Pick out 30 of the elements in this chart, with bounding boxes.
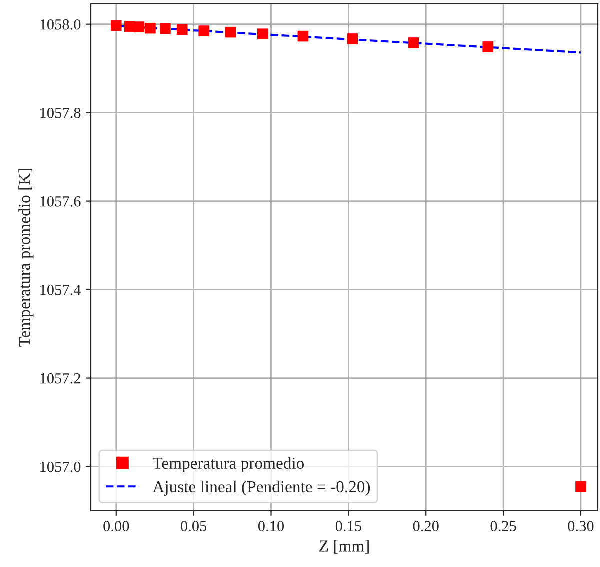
x-axis-title: Z [mm]	[320, 540, 369, 554]
y-tick-label: 1057.8	[40, 108, 81, 118]
point	[134, 22, 145, 32]
y-axis-title: Temperatura promedio [K]	[18, 169, 34, 347]
x-tick-label: 0.20	[413, 521, 439, 532]
x-tick-label: 0.05	[181, 521, 207, 532]
point	[176, 24, 188, 36]
y-tick-label: 1057.2	[40, 373, 80, 384]
point	[347, 34, 358, 44]
legend-label: Temperatura promedio	[152, 457, 304, 472]
y-tick-label: 1057.6	[40, 196, 81, 207]
y-tick-label: 1057.4	[40, 284, 82, 296]
x-tick-label: 0.00	[104, 521, 130, 532]
point	[408, 38, 420, 48]
point	[198, 26, 210, 36]
point	[482, 42, 494, 52]
x-tick-label: 0.15	[336, 521, 362, 532]
point	[258, 28, 268, 40]
point	[225, 26, 236, 38]
point	[576, 481, 586, 492]
point	[111, 20, 122, 32]
x-tick-label: 0.30	[568, 521, 594, 532]
point	[298, 30, 309, 42]
point	[160, 23, 171, 34]
x-tick-label: 0.25	[490, 521, 516, 532]
y-tick-label: 1057.0	[40, 462, 81, 472]
x-tick-label: 0.10	[258, 521, 284, 532]
legend-label: Ajuste lineal (Pendiente = -0.20)	[152, 480, 370, 496]
y-tick-label: 1058.0	[40, 19, 81, 30]
point	[145, 22, 156, 34]
